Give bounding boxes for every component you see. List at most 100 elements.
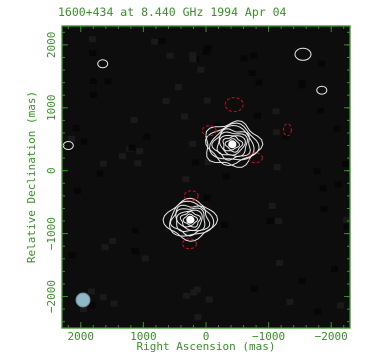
positive-contour: [162, 197, 219, 242]
noise-speck: [136, 148, 144, 155]
noise-speck: [131, 247, 139, 254]
noise-speck: [80, 306, 87, 313]
negative-contour: [224, 97, 244, 113]
noise-speck: [68, 252, 76, 259]
noise-speck: [342, 161, 349, 167]
noise-speck: [158, 38, 166, 45]
noise-speck: [204, 45, 212, 52]
noise-speck: [110, 300, 118, 307]
component-peak: [228, 140, 237, 149]
x-tick-label: −1000: [252, 330, 285, 343]
noise-speck: [190, 289, 198, 296]
noise-speck: [88, 302, 96, 309]
noise-speck: [181, 113, 188, 120]
negative-contour: [182, 238, 197, 250]
noise-speck: [174, 84, 182, 91]
noise-speck: [282, 133, 290, 140]
noise-speck: [343, 223, 351, 230]
negative-contour: [201, 125, 217, 137]
noise-speck: [250, 52, 258, 59]
noise-speck: [80, 138, 88, 145]
noise-speck: [298, 82, 306, 89]
x-axis-label: Right Ascension (mas): [136, 340, 275, 353]
noise-speck: [134, 160, 142, 167]
noise-speck: [194, 314, 202, 321]
noise-speck: [314, 308, 322, 315]
noise-speck: [128, 144, 136, 151]
noise-speck: [272, 108, 280, 115]
noise-speck: [333, 125, 341, 132]
y-tick-label: −2000: [45, 280, 58, 313]
positive-contour: [294, 47, 312, 61]
noise-speck: [109, 237, 117, 244]
positive-contour: [222, 135, 244, 153]
x-tick-label: 0: [203, 330, 210, 343]
x-tick-label: 1000: [130, 330, 157, 343]
positive-contour: [205, 120, 264, 168]
noise-speck: [181, 230, 189, 237]
noise-speck: [221, 221, 229, 228]
noise-speck: [272, 129, 280, 136]
x-tick-label: 2000: [68, 330, 95, 343]
noise-speck: [182, 176, 190, 183]
noise-speck: [89, 78, 97, 84]
noise-speck: [275, 218, 283, 225]
noise-speck: [240, 55, 248, 62]
y-tick-label: 0: [45, 167, 58, 174]
noise-speck: [96, 170, 104, 177]
noise-layer: [68, 36, 351, 321]
noise-speck: [89, 50, 97, 57]
noise-speck: [182, 292, 190, 299]
noise-speck: [203, 97, 211, 104]
noise-speck: [266, 217, 274, 224]
noise-speck: [204, 159, 212, 165]
noise-speck: [90, 91, 98, 98]
noise-speck: [318, 60, 326, 67]
noise-speck: [162, 98, 170, 105]
noise-speck: [334, 181, 342, 188]
noise-speck: [189, 140, 197, 147]
noise-speck: [298, 277, 306, 284]
y-tick-label: −1000: [45, 217, 58, 250]
noise-speck: [255, 79, 263, 86]
noise-speck: [248, 70, 256, 76]
noise-speck: [88, 288, 95, 295]
noise-speck: [143, 133, 151, 140]
contour-layer: [62, 47, 328, 250]
y-tick-label: 2000: [45, 32, 58, 59]
noise-speck: [205, 296, 213, 303]
noise-speck: [234, 148, 242, 155]
noise-speck: [317, 107, 324, 114]
noise-speck: [104, 78, 112, 85]
noise-speck: [343, 216, 351, 223]
noise-speck: [254, 112, 262, 119]
noise-speck: [202, 48, 210, 55]
noise-speck: [197, 66, 205, 73]
noise-speck: [68, 135, 75, 142]
positive-contour: [169, 200, 215, 237]
noise-speck: [88, 36, 96, 43]
tick-layer: 2000 1000 0 −1000 −2000 2000 1000 0 −1000 −2000: [45, 26, 350, 343]
noise-speck: [189, 56, 197, 63]
noise-speck: [166, 52, 174, 59]
beam-ellipse: [75, 292, 91, 308]
positive-contour: [208, 124, 255, 161]
negative-contour: [282, 123, 292, 137]
noise-speck: [203, 194, 211, 201]
noise-speck: [130, 117, 138, 123]
negative-contour: [247, 152, 263, 164]
x-tick-label: −2000: [315, 330, 348, 343]
positive-contour: [97, 59, 109, 69]
noise-speck: [189, 52, 197, 59]
negative-contour: [183, 190, 199, 202]
positive-contour: [224, 138, 240, 151]
noise-speck: [74, 187, 82, 194]
noise-speck: [131, 227, 139, 234]
noise-speck: [330, 266, 338, 272]
noise-speck: [192, 159, 200, 166]
y-tick-label: 1000: [45, 95, 58, 122]
map-area: [62, 26, 350, 328]
noise-speck: [250, 285, 258, 292]
positive-contour: [211, 128, 251, 161]
